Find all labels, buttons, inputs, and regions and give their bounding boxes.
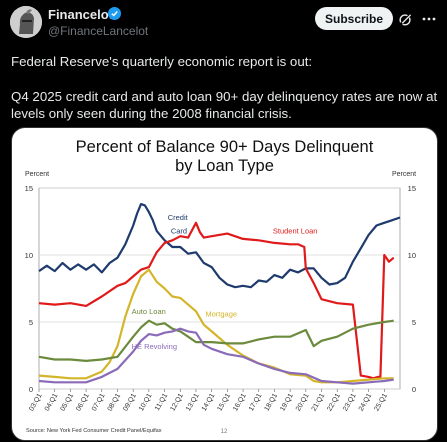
x-tick-label: 21:Q1 <box>311 392 327 412</box>
chart-title: Percent of Balance 90+ Days Delinquent b… <box>12 138 437 176</box>
series-line-student-loan <box>38 221 395 380</box>
x-tick-label: 14:Q1 <box>201 392 217 412</box>
post-text: Federal Reserve's quarterly economic rep… <box>11 53 439 123</box>
x-tick-label: 20:Q1 <box>295 392 311 412</box>
y-tick-label-left: 5 <box>29 318 33 327</box>
y-axis-title-left: Percent <box>25 171 49 178</box>
post-media-chart[interactable]: Percent of Balance 90+ Days Delinquent b… <box>11 127 438 441</box>
y-tick-label-left: 15 <box>25 184 33 193</box>
chart-page-number: 12 <box>221 429 228 435</box>
grok-icon[interactable] <box>398 12 413 27</box>
series-line-credit-card <box>38 203 401 289</box>
user-handle[interactable]: @FinanceLancelot <box>48 24 149 38</box>
plot-frame <box>38 187 401 390</box>
y-axis-title-right: Percent <box>392 171 416 178</box>
y-tick-label-right: 15 <box>408 184 416 193</box>
knight-icon <box>10 6 42 38</box>
series-line-he-revolving <box>38 327 394 385</box>
x-tick-label: 06:Q1 <box>75 392 91 412</box>
x-tick-label: 25:Q1 <box>373 392 389 412</box>
x-tick-label: 03:Q1 <box>28 392 44 412</box>
series-label-credit-card: Credit <box>168 213 189 222</box>
y-tick-label-left: 10 <box>25 251 33 260</box>
chart-source: Source: New York Fed Consumer Credit Pan… <box>26 428 162 434</box>
display-name[interactable]: Financelot <box>48 7 114 22</box>
series-label-he-revolving: HE Revolving <box>132 342 177 351</box>
x-tick-label: 16:Q1 <box>232 392 248 412</box>
x-tick-label: 13:Q1 <box>185 392 201 412</box>
post-text-line-1: Federal Reserve's quarterly economic rep… <box>11 54 313 69</box>
subscribe-button[interactable]: Subscribe <box>315 7 393 30</box>
series-label-auto-loan: Auto Loan <box>132 307 166 316</box>
x-tick-label: 12:Q1 <box>169 392 185 412</box>
verified-badge-icon <box>108 7 121 20</box>
y-tick-label-right: 5 <box>412 318 416 327</box>
x-tick-label: 15:Q1 <box>216 392 232 412</box>
x-tick-label: 10:Q1 <box>138 392 154 412</box>
y-tick-label-right: 10 <box>408 251 416 260</box>
post-text-line-2: Q4 2025 credit card and auto loan 90+ da… <box>11 88 438 122</box>
x-tick-label: 09:Q1 <box>122 392 138 412</box>
x-tick-label: 19:Q1 <box>279 392 295 412</box>
series-label-mortgage: Mortgage <box>205 310 237 319</box>
line-chart: 0 0 5 5 10 10 15 15 Percent Percent 03:Q1 04:Q1 05:Q… <box>25 171 417 435</box>
post-header: Financelot @FinanceLancelot Subscribe <box>0 0 447 44</box>
series-line-auto-loan <box>38 319 394 362</box>
x-tick-label: 05:Q1 <box>60 392 76 412</box>
avatar[interactable] <box>10 6 42 38</box>
series-label-student-loan: Student Loan <box>273 227 318 236</box>
y-tick-label-left: 0 <box>29 385 33 394</box>
series-line-mortgage <box>38 268 394 384</box>
more-icon[interactable] <box>421 11 437 27</box>
series-label-credit-card: Card <box>171 227 187 236</box>
x-tick-label: 04:Q1 <box>44 392 60 412</box>
chart-title-line-2: by Loan Type <box>175 157 274 175</box>
x-tick-label: 07:Q1 <box>91 392 107 412</box>
x-tick-label: 11:Q1 <box>154 392 169 412</box>
chart-title-line-1: Percent of Balance 90+ Days Delinquent <box>75 138 374 156</box>
x-tick-label: 18:Q1 <box>264 392 280 412</box>
y-tick-label-right: 0 <box>412 385 416 394</box>
x-tick-label: 23:Q1 <box>342 392 358 412</box>
x-tick-label: 22:Q1 <box>326 392 342 412</box>
x-tick-label: 24:Q1 <box>358 392 374 412</box>
x-tick-label: 08:Q1 <box>107 392 123 412</box>
x-tick-label: 17:Q1 <box>248 392 264 412</box>
